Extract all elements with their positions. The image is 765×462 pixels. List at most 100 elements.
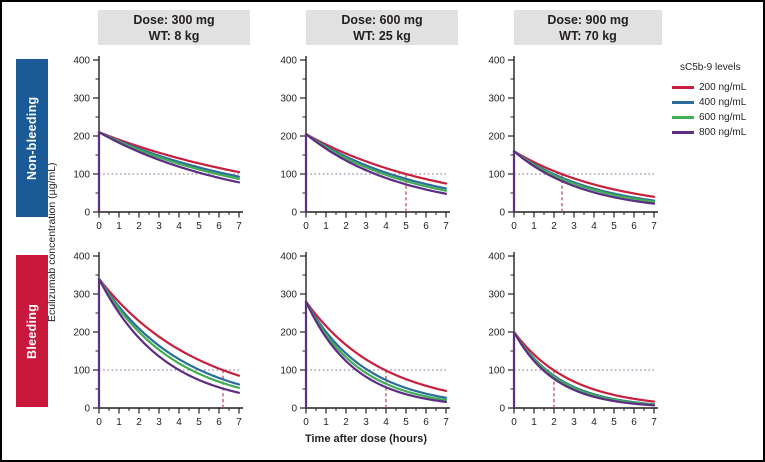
curve-800-ng-ml	[304, 133, 448, 195]
panel-non-bleeding-dose-300mg-wt-8kg: 0 100 200 300 400 0 1 2 3 4 5 6 7	[73, 56, 243, 232]
curve-600-ng-ml	[304, 300, 448, 402]
svg-text:300: 300	[73, 290, 90, 301]
legend-entry-label: 800 ng/mL	[699, 127, 747, 138]
column-header-dose-600mg: Dose: 600 mg WT: 25 kg	[306, 10, 458, 45]
svg-text:400: 400	[488, 252, 505, 263]
svg-text:7: 7	[236, 417, 242, 428]
svg-text:5: 5	[196, 221, 202, 232]
legend-line-swatch	[672, 101, 694, 104]
svg-text:0: 0	[511, 417, 517, 428]
panel-non-bleeding-dose-600mg-wt-25kg: 0 100 200 300 400 0 1 2 3 4 5 6 7	[280, 56, 450, 232]
legend-entry-400-ng-ml: 400 ng/mL	[672, 95, 763, 110]
svg-text:2: 2	[551, 417, 557, 428]
svg-text:1: 1	[116, 417, 122, 428]
svg-text:7: 7	[651, 221, 657, 232]
svg-text:300: 300	[488, 94, 505, 105]
svg-text:0: 0	[84, 208, 90, 219]
panel-non-bleeding-dose-900mg-wt-70kg: 0 100 200 300 400 0 1 2 3 4 5 6 7	[488, 56, 658, 232]
svg-text:3: 3	[156, 221, 162, 232]
svg-text:4: 4	[591, 221, 597, 232]
svg-text:2: 2	[136, 221, 142, 232]
svg-text:400: 400	[280, 252, 297, 263]
svg-text:7: 7	[443, 221, 449, 232]
curve-800-ng-ml	[512, 150, 656, 205]
svg-text:5: 5	[611, 417, 617, 428]
svg-text:5: 5	[196, 417, 202, 428]
curve-600-ng-ml	[512, 150, 656, 203]
svg-text:300: 300	[488, 290, 505, 301]
y-axis-title: Eculizumab concentration (µg/mL)	[46, 162, 58, 322]
svg-text:200: 200	[488, 132, 505, 143]
svg-text:2: 2	[551, 221, 557, 232]
svg-text:2: 2	[343, 221, 349, 232]
svg-text:5: 5	[403, 417, 409, 428]
svg-text:0: 0	[303, 221, 309, 232]
svg-text:100: 100	[73, 170, 90, 181]
svg-text:400: 400	[488, 56, 505, 67]
curve-800-ng-ml	[97, 277, 241, 394]
panel-bleeding-dose-900mg-wt-70kg: 0 100 200 300 400 0 1 2 3 4 5 6 7	[488, 252, 658, 428]
svg-text:100: 100	[73, 366, 90, 377]
column-header-dose-300mg: Dose: 300 mg WT: 8 kg	[98, 10, 250, 45]
legend: sC5b-9 levels 200 ng/mL 400 ng/mL 600 ng/m…	[672, 62, 763, 140]
curve-400-ng-ml	[304, 300, 448, 399]
legend-entry-600-ng-ml: 600 ng/mL	[672, 110, 763, 125]
svg-text:0: 0	[303, 417, 309, 428]
svg-text:200: 200	[280, 328, 297, 339]
svg-text:1: 1	[116, 221, 122, 232]
svg-text:3: 3	[156, 417, 162, 428]
x-axis-title: Time after dose (hours)	[304, 433, 428, 445]
svg-text:2: 2	[343, 417, 349, 428]
svg-text:100: 100	[488, 170, 505, 181]
svg-text:200: 200	[488, 328, 505, 339]
svg-text:3: 3	[571, 417, 577, 428]
curve-200-ng-ml	[304, 133, 448, 185]
svg-text:7: 7	[651, 417, 657, 428]
svg-text:300: 300	[280, 290, 297, 301]
svg-text:0: 0	[84, 404, 90, 415]
svg-text:100: 100	[488, 366, 505, 377]
legend-line-swatch	[672, 116, 694, 119]
svg-text:4: 4	[591, 417, 597, 428]
svg-text:0: 0	[96, 221, 102, 232]
column-header-dose-900mg: Dose: 900 mg WT: 70 kg	[514, 10, 662, 45]
svg-text:4: 4	[383, 221, 389, 232]
svg-text:1: 1	[323, 417, 329, 428]
legend-title: sC5b-9 levels	[680, 62, 741, 73]
svg-text:3: 3	[363, 221, 369, 232]
column-header-dose-line: Dose: 900 mg	[547, 12, 629, 27]
svg-text:7: 7	[236, 221, 242, 232]
svg-text:1: 1	[323, 221, 329, 232]
svg-text:1: 1	[531, 417, 537, 428]
legend-entry-800-ng-ml: 800 ng/mL	[672, 125, 763, 140]
svg-text:300: 300	[73, 94, 90, 105]
svg-text:6: 6	[423, 221, 429, 232]
legend-entry-200-ng-ml: 200 ng/mL	[672, 80, 763, 95]
curve-600-ng-ml	[304, 133, 448, 192]
svg-text:4: 4	[383, 417, 389, 428]
svg-text:4: 4	[176, 221, 182, 232]
svg-text:5: 5	[611, 221, 617, 232]
svg-text:300: 300	[280, 94, 297, 105]
column-header-weight-line: WT: 70 kg	[559, 28, 617, 43]
curve-600-ng-ml	[97, 277, 241, 389]
svg-text:6: 6	[631, 221, 637, 232]
legend-entry-label: 600 ng/mL	[699, 112, 747, 123]
svg-text:200: 200	[73, 328, 90, 339]
column-header-dose-line: Dose: 600 mg	[341, 12, 423, 27]
svg-text:4: 4	[176, 417, 182, 428]
svg-text:3: 3	[363, 417, 369, 428]
legend-entries: 200 ng/mL 400 ng/mL 600 ng/mL 800 ng/mL	[672, 80, 763, 140]
legend-line-swatch	[672, 86, 694, 89]
svg-text:200: 200	[73, 132, 90, 143]
curve-200-ng-ml	[97, 277, 241, 377]
row-label-non-bleeding: Non-bleeding	[16, 59, 48, 217]
svg-text:6: 6	[216, 221, 222, 232]
column-header-weight-line: WT: 25 kg	[353, 28, 411, 43]
legend-entry-label: 200 ng/mL	[699, 82, 747, 93]
column-header-weight-line: WT: 8 kg	[148, 28, 200, 43]
curve-200-ng-ml	[512, 330, 656, 403]
svg-text:0: 0	[499, 404, 505, 415]
svg-text:100: 100	[280, 170, 297, 181]
